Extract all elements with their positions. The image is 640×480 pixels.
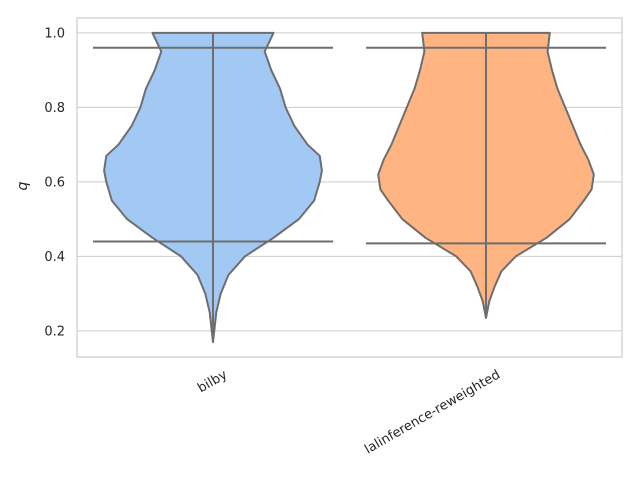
y-tick-label: 1.0 — [44, 26, 65, 41]
y-tick-label: 0.4 — [44, 250, 65, 265]
violins — [93, 31, 606, 344]
x-tick-label: lalinference-reweighted — [362, 367, 503, 457]
y-tick-label: 0.8 — [44, 101, 65, 116]
y-tick-label: 0.2 — [44, 324, 65, 339]
y-tick-label: 0.6 — [44, 175, 65, 190]
plot-frame — [76, 17, 623, 358]
y-axis-label: q — [15, 181, 31, 190]
y-tick-labels: 0.2 0.4 0.6 0.8 1.0 — [44, 26, 65, 339]
x-tick-label: bilby — [195, 367, 230, 396]
x-tick-labels: bilby lalinference-reweighted — [195, 367, 503, 457]
